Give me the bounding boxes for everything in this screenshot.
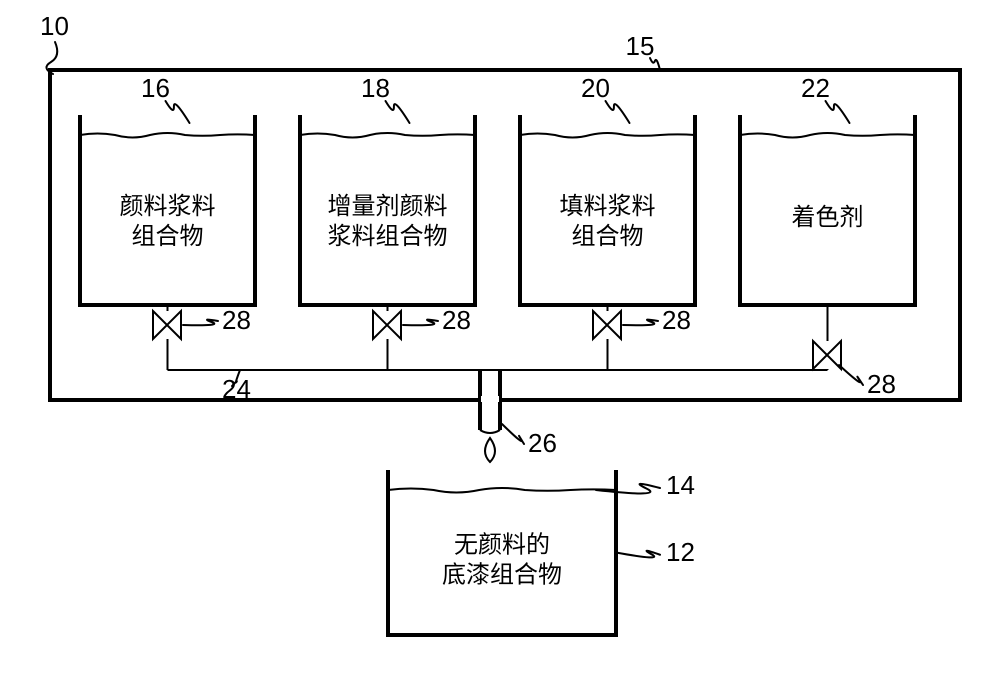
lead-line (616, 551, 660, 558)
liquid-surface (300, 133, 475, 137)
ref-number: 28 (442, 305, 471, 335)
liquid-surface (388, 488, 616, 492)
ref-number: 12 (666, 537, 695, 567)
liquid-surface (740, 133, 915, 137)
label-text: 填料浆料 (560, 193, 656, 220)
ref-number: 26 (528, 428, 557, 458)
label-text: 组合物 (132, 223, 204, 250)
ref-number: 28 (222, 305, 251, 335)
ref-number: 28 (867, 369, 896, 399)
ref-number: 14 (666, 470, 695, 500)
spout-lip (480, 430, 500, 433)
droplet-icon (485, 438, 495, 462)
ref-number: 28 (662, 305, 691, 335)
ref-number: 16 (141, 73, 170, 103)
valve-icon (813, 341, 841, 369)
label-text: 浆料组合物 (328, 223, 448, 250)
label-text: 增量剂颜料 (328, 193, 448, 220)
label-text: 组合物 (572, 223, 644, 250)
label-text: 着色剂 (792, 204, 864, 231)
label-text: 底漆组合物 (442, 562, 562, 589)
spout-cutout (481, 396, 499, 402)
lead-line (606, 101, 630, 123)
lead-line (623, 320, 658, 326)
lead-line (183, 320, 218, 326)
ref-number: 10 (40, 11, 69, 41)
label-text: 无颜料的 (454, 532, 550, 559)
lead-line (839, 365, 863, 385)
liquid-surface (80, 133, 255, 137)
ref-number: 18 (361, 73, 390, 103)
liquid-surface (520, 133, 695, 137)
ref-number: 15 (626, 31, 655, 61)
lead-line (403, 320, 438, 326)
ref-number: 20 (581, 73, 610, 103)
label-text: 颜料浆料 (120, 193, 216, 220)
ref-number: 22 (801, 73, 830, 103)
valve-icon (373, 311, 401, 339)
lead-line (502, 424, 524, 444)
lead-line (826, 101, 850, 123)
lead-line (166, 101, 190, 123)
valve-icon (153, 311, 181, 339)
lead-line (386, 101, 410, 123)
valve-icon (593, 311, 621, 339)
